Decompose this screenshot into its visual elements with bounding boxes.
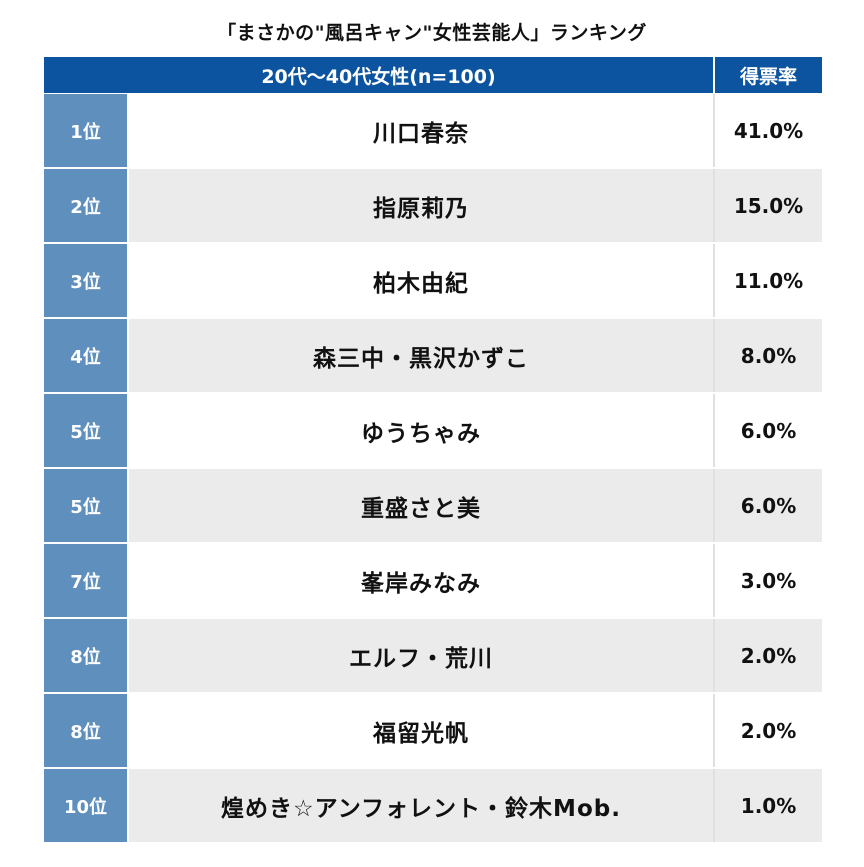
rate-cell: 1.0%: [714, 768, 823, 844]
group-header: 20代〜40代女性(n=100): [44, 57, 716, 94]
rank-cell: 8位: [44, 618, 129, 694]
rank-cell: 1位: [44, 93, 129, 169]
rate-cell: 2.0%: [714, 693, 823, 769]
table-row: 7位 峯岸みなみ 3.0%: [44, 543, 823, 619]
name-cell: 重盛さと美: [128, 468, 716, 544]
rank-cell: 10位: [44, 768, 129, 844]
table-row: 10位 煌めき☆アンフォレント・鈴木Mob. 1.0%: [44, 768, 823, 844]
table-header-row: 20代〜40代女性(n=100) 得票率: [44, 57, 823, 94]
name-cell: 峯岸みなみ: [128, 543, 716, 619]
rate-cell: 11.0%: [714, 243, 823, 319]
name-cell: エルフ・荒川: [128, 618, 716, 694]
rate-header: 得票率: [714, 57, 823, 94]
rate-cell: 8.0%: [714, 318, 823, 394]
rank-cell: 8位: [44, 693, 129, 769]
table-row: 5位 ゆうちゃみ 6.0%: [44, 393, 823, 469]
table-row: 5位 重盛さと美 6.0%: [44, 468, 823, 544]
rank-cell: 3位: [44, 243, 129, 319]
page-title: 「まさかの"風呂キャン"女性芸能人」ランキング: [217, 22, 647, 44]
rank-cell: 4位: [44, 318, 129, 394]
rate-cell: 6.0%: [714, 393, 823, 469]
rate-cell: 15.0%: [714, 168, 823, 244]
name-cell: 川口春奈: [128, 93, 716, 169]
table-row: 8位 福留光帆 2.0%: [44, 693, 823, 769]
rate-cell: 3.0%: [714, 543, 823, 619]
table-row: 2位 指原莉乃 15.0%: [44, 168, 823, 244]
ranking-table: 20代〜40代女性(n=100) 得票率 1位 川口春奈 41.0% 2位 指原…: [44, 57, 823, 844]
rank-cell: 5位: [44, 393, 129, 469]
name-cell: 森三中・黒沢かずこ: [128, 318, 716, 394]
name-cell: 指原莉乃: [128, 168, 716, 244]
name-cell: ゆうちゃみ: [128, 393, 716, 469]
rank-cell: 5位: [44, 468, 129, 544]
table-row: 3位 柏木由紀 11.0%: [44, 243, 823, 319]
rate-cell: 41.0%: [714, 93, 823, 169]
table-row: 8位 エルフ・荒川 2.0%: [44, 618, 823, 694]
name-cell: 福留光帆: [128, 693, 716, 769]
table-row: 1位 川口春奈 41.0%: [44, 93, 823, 169]
rate-cell: 2.0%: [714, 618, 823, 694]
rate-cell: 6.0%: [714, 468, 823, 544]
rank-cell: 2位: [44, 168, 129, 244]
name-cell: 煌めき☆アンフォレント・鈴木Mob.: [128, 768, 716, 844]
table-row: 4位 森三中・黒沢かずこ 8.0%: [44, 318, 823, 394]
rank-cell: 7位: [44, 543, 129, 619]
name-cell: 柏木由紀: [128, 243, 716, 319]
